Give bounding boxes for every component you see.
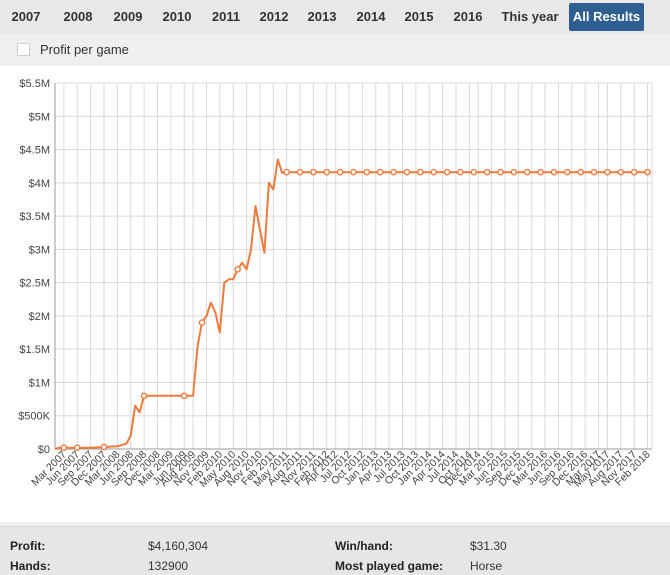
data-point [283,168,290,176]
data-point [60,444,68,451]
tab-2015[interactable]: 2015 [404,9,434,24]
data-point [310,168,317,176]
data-point [403,168,411,176]
data-point [73,444,81,451]
data-point [363,168,371,176]
data-point [180,392,188,400]
tab-2007[interactable]: 2007 [11,9,41,24]
hands-value: 132900 [148,559,189,573]
chart-panel: $0 $500K $1M $1.5M $2M $2.5M $3M $3.5M $4M $4.5M $… [0,66,670,522]
win-hand-label: Win/hand: [335,539,393,553]
data-point [376,168,384,176]
y-tick-label: $5.5M [19,78,50,90]
data-point [523,168,531,176]
data-point [323,168,331,176]
y-tick-label: $500K [18,411,50,423]
data-point [577,168,585,176]
tab-2011[interactable]: 2011 [211,9,241,24]
data-point [390,168,397,176]
tab-2013[interactable]: 2013 [307,9,337,24]
tab-2016[interactable]: 2016 [453,9,483,24]
data-point [417,168,424,176]
y-tick-label: $0 [38,444,50,456]
data-point [497,168,504,176]
data-point [430,168,437,176]
year-tabs: 2007 2008 2009 2010 2011 2012 2013 2014 … [0,0,670,34]
data-point [564,168,571,176]
tab-2010[interactable]: 2010 [162,9,192,24]
tab-all-results[interactable]: All Results [569,3,644,31]
y-tick-label: $2.5M [19,278,50,290]
data-point [550,168,558,176]
profit-chart: $0 $500K $1M $1.5M $2M $2.5M $3M $3.5M $4M $4.5M $… [18,78,653,490]
y-tick-label: $3.5M [19,211,50,223]
data-point [140,392,148,400]
profit-value: $4,160,304 [148,539,209,553]
data-point [350,168,357,176]
profit-per-game-label: Profit per game [40,42,129,57]
y-tick-label: $3M [29,244,50,256]
tab-this-year[interactable]: This year [501,9,559,24]
data-point [336,168,344,176]
profit-per-game-checkbox[interactable] [17,43,30,56]
y-tick-label: $4M [29,178,50,190]
data-point [234,266,241,273]
y-tick-label: $1M [29,377,50,389]
win-hand-value: $31.30 [470,539,507,553]
y-tick-label: $1.5M [19,344,50,356]
tab-2009[interactable]: 2009 [113,9,143,24]
y-tick-label: $5M [29,111,50,123]
stats-panel: Profit: $4,160,304 Hands: 132900 Win/han… [0,526,670,575]
data-point [644,168,651,176]
most-played-value: Horse [470,559,503,573]
data-point [537,168,544,176]
most-played-label: Most played game: [335,559,444,573]
data-point [470,168,478,176]
data-point [510,168,518,176]
y-tick-label: $4.5M [19,145,50,157]
data-point [590,168,598,176]
data-point [483,168,491,176]
data-point [296,168,304,176]
data-point [100,443,108,451]
data-point [457,168,464,176]
hands-label: Hands: [10,559,51,573]
data-point [443,168,451,176]
data-point [617,168,625,176]
tab-2014[interactable]: 2014 [356,9,386,24]
profit-label: Profit: [10,539,46,553]
y-tick-label: $2M [29,311,50,323]
data-point [630,168,638,176]
data-point [198,319,206,326]
data-point [604,168,611,176]
tab-2008[interactable]: 2008 [63,9,93,24]
tab-2012[interactable]: 2012 [259,9,289,24]
